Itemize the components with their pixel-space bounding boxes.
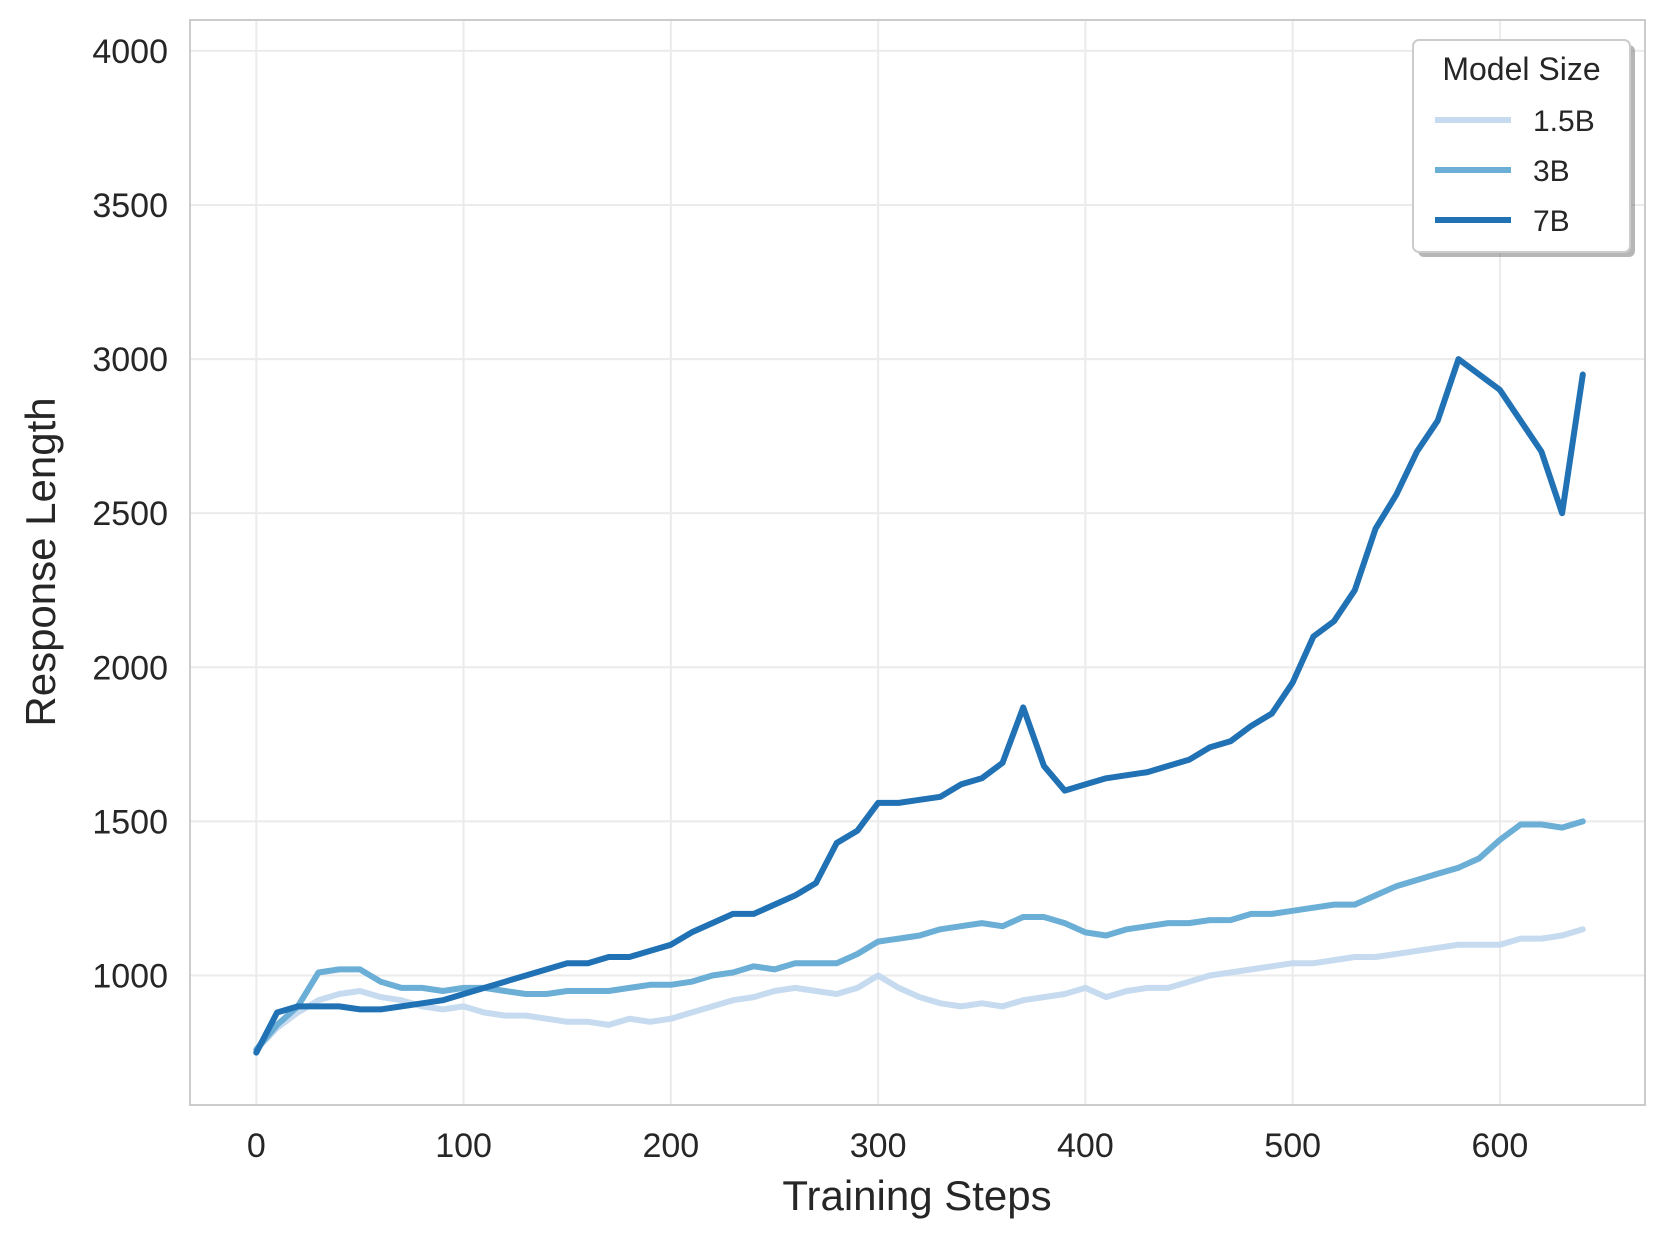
series-lines [253,356,1586,1056]
y-tick-label: 3500 [92,187,168,225]
x-tick-label: 600 [1472,1127,1529,1165]
series-line-1.5B [253,926,1586,1053]
x-tick-label: 200 [642,1127,699,1165]
x-tick-label: 400 [1057,1127,1114,1165]
legend-label-1.5B: 1.5B [1533,105,1595,138]
legend: Model Size 1.5B 3B 7B [1412,39,1635,257]
legend-title: Model Size [1442,51,1600,87]
y-tick-label: 2000 [92,649,168,687]
y-tick-label: 2500 [92,495,168,533]
legend-box [1412,39,1631,253]
series-line-7B [253,356,1586,1056]
y-tick-labels: 1000 1500 2000 2500 3000 3500 4000 [92,33,168,996]
legend-label-7B: 7B [1533,205,1570,238]
y-tick-label: 1500 [92,803,168,841]
x-tick-labels: 0 100 200 300 400 500 600 [247,1127,1528,1165]
plot-frame [189,19,1646,1106]
x-tick-label: 0 [247,1127,266,1165]
gridlines [190,20,1645,1105]
x-tick-label: 500 [1264,1127,1321,1165]
y-axis-label: Response Length [17,397,64,726]
x-tick-label: 300 [850,1127,907,1165]
legend-label-3B: 3B [1533,155,1570,188]
x-axis-label: Training Steps [782,1172,1051,1219]
x-tick-label: 100 [435,1127,492,1165]
y-tick-label: 3000 [92,341,168,379]
y-tick-label: 1000 [92,958,168,996]
y-tick-label: 4000 [92,33,168,71]
